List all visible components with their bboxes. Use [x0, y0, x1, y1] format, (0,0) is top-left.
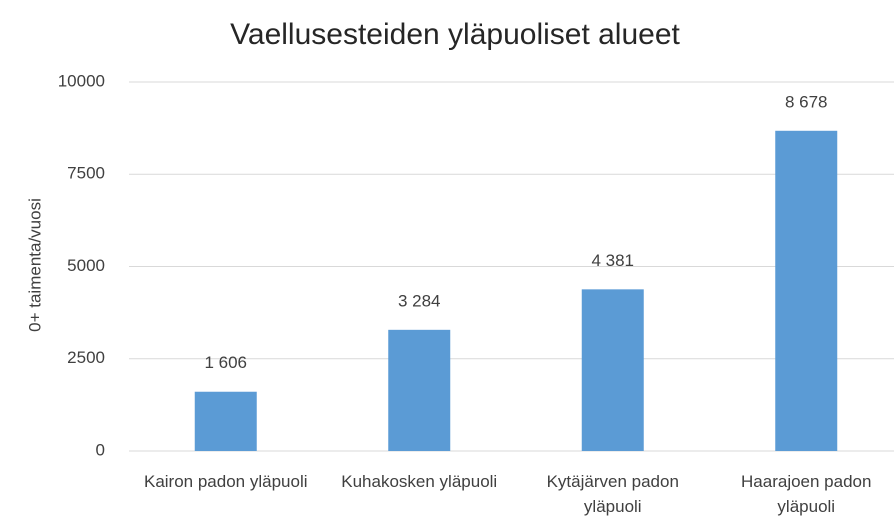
y-axis-label: 0+ taimenta/vuosi	[25, 198, 44, 332]
bar	[581, 289, 644, 451]
value-label: 1 606	[204, 353, 247, 372]
value-label: 8 678	[785, 92, 828, 111]
y-tick-label: 10000	[58, 71, 105, 90]
bar	[194, 391, 257, 451]
y-tick-label: 2500	[67, 348, 105, 367]
bar	[775, 130, 838, 451]
value-label: 3 284	[398, 291, 441, 310]
value-label: 4 381	[591, 251, 634, 270]
chart-title: Vaellusesteiden yläpuoliset alueet	[230, 18, 680, 51]
x-tick-label: Haarajoen padon yläpuoli	[741, 472, 872, 516]
x-tick-label: Kairon padon yläpuoli	[143, 472, 308, 491]
bar	[388, 329, 451, 451]
y-tick-label: 0	[96, 440, 105, 459]
y-tick-label: 7500	[67, 164, 105, 183]
x-tick-label: Kytäjärven padon yläpuoli	[546, 472, 679, 516]
y-tick-label: 5000	[67, 256, 105, 275]
x-tick-label: Kuhakosken yläpuoli	[341, 472, 498, 491]
